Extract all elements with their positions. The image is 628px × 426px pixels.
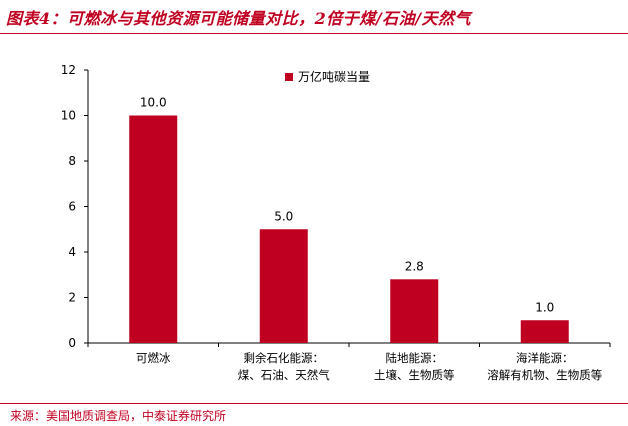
legend: 万亿吨碳当量 [285, 69, 370, 84]
data-label: 5.0 [274, 209, 293, 223]
source-note: 来源：美国地质调查局，中泰证券研究所 [10, 409, 227, 423]
legend-swatch [285, 73, 293, 81]
x-tick-label: 煤、石油、天然气 [238, 368, 330, 382]
data-label: 2.8 [405, 259, 424, 273]
y-tick-label: 0 [68, 336, 76, 350]
y-tick-label: 4 [68, 245, 76, 259]
x-tick-label: 海洋能源： [516, 351, 574, 365]
y-tick-label: 8 [68, 154, 76, 168]
title-rule [0, 33, 628, 34]
source-rule [0, 403, 628, 404]
bar [259, 229, 308, 343]
x-tick-label: 土壤、生物质等 [374, 368, 455, 382]
y-tick-label: 10 [61, 109, 76, 123]
y-tick-label: 12 [61, 63, 76, 77]
x-tick-label: 可燃冰 [136, 351, 171, 365]
legend-label: 万亿吨碳当量 [298, 69, 370, 84]
data-label: 10.0 [140, 96, 167, 110]
x-tick-label: 剩余石化能源： [244, 351, 325, 365]
labels: 10.0 可燃冰 5.0 剩余石化能源： 煤、石油、天然气 2.8 陆地能源： 土壤、生物质等… [136, 96, 602, 383]
x-tick-label: 陆地能源： [386, 351, 444, 365]
bar [129, 115, 178, 343]
bars [129, 115, 569, 343]
bar [520, 320, 569, 343]
data-label: 1.0 [535, 300, 554, 314]
x-tick-label: 溶解有机物、生物质等 [487, 368, 602, 382]
chart-title: 图表4：可燃冰与其他资源可能储量对比，2倍于煤/石油/天然气 [6, 9, 471, 28]
y-tick-label: 6 [68, 200, 76, 214]
bar [390, 279, 439, 343]
y-tick-label: 2 [68, 291, 76, 305]
